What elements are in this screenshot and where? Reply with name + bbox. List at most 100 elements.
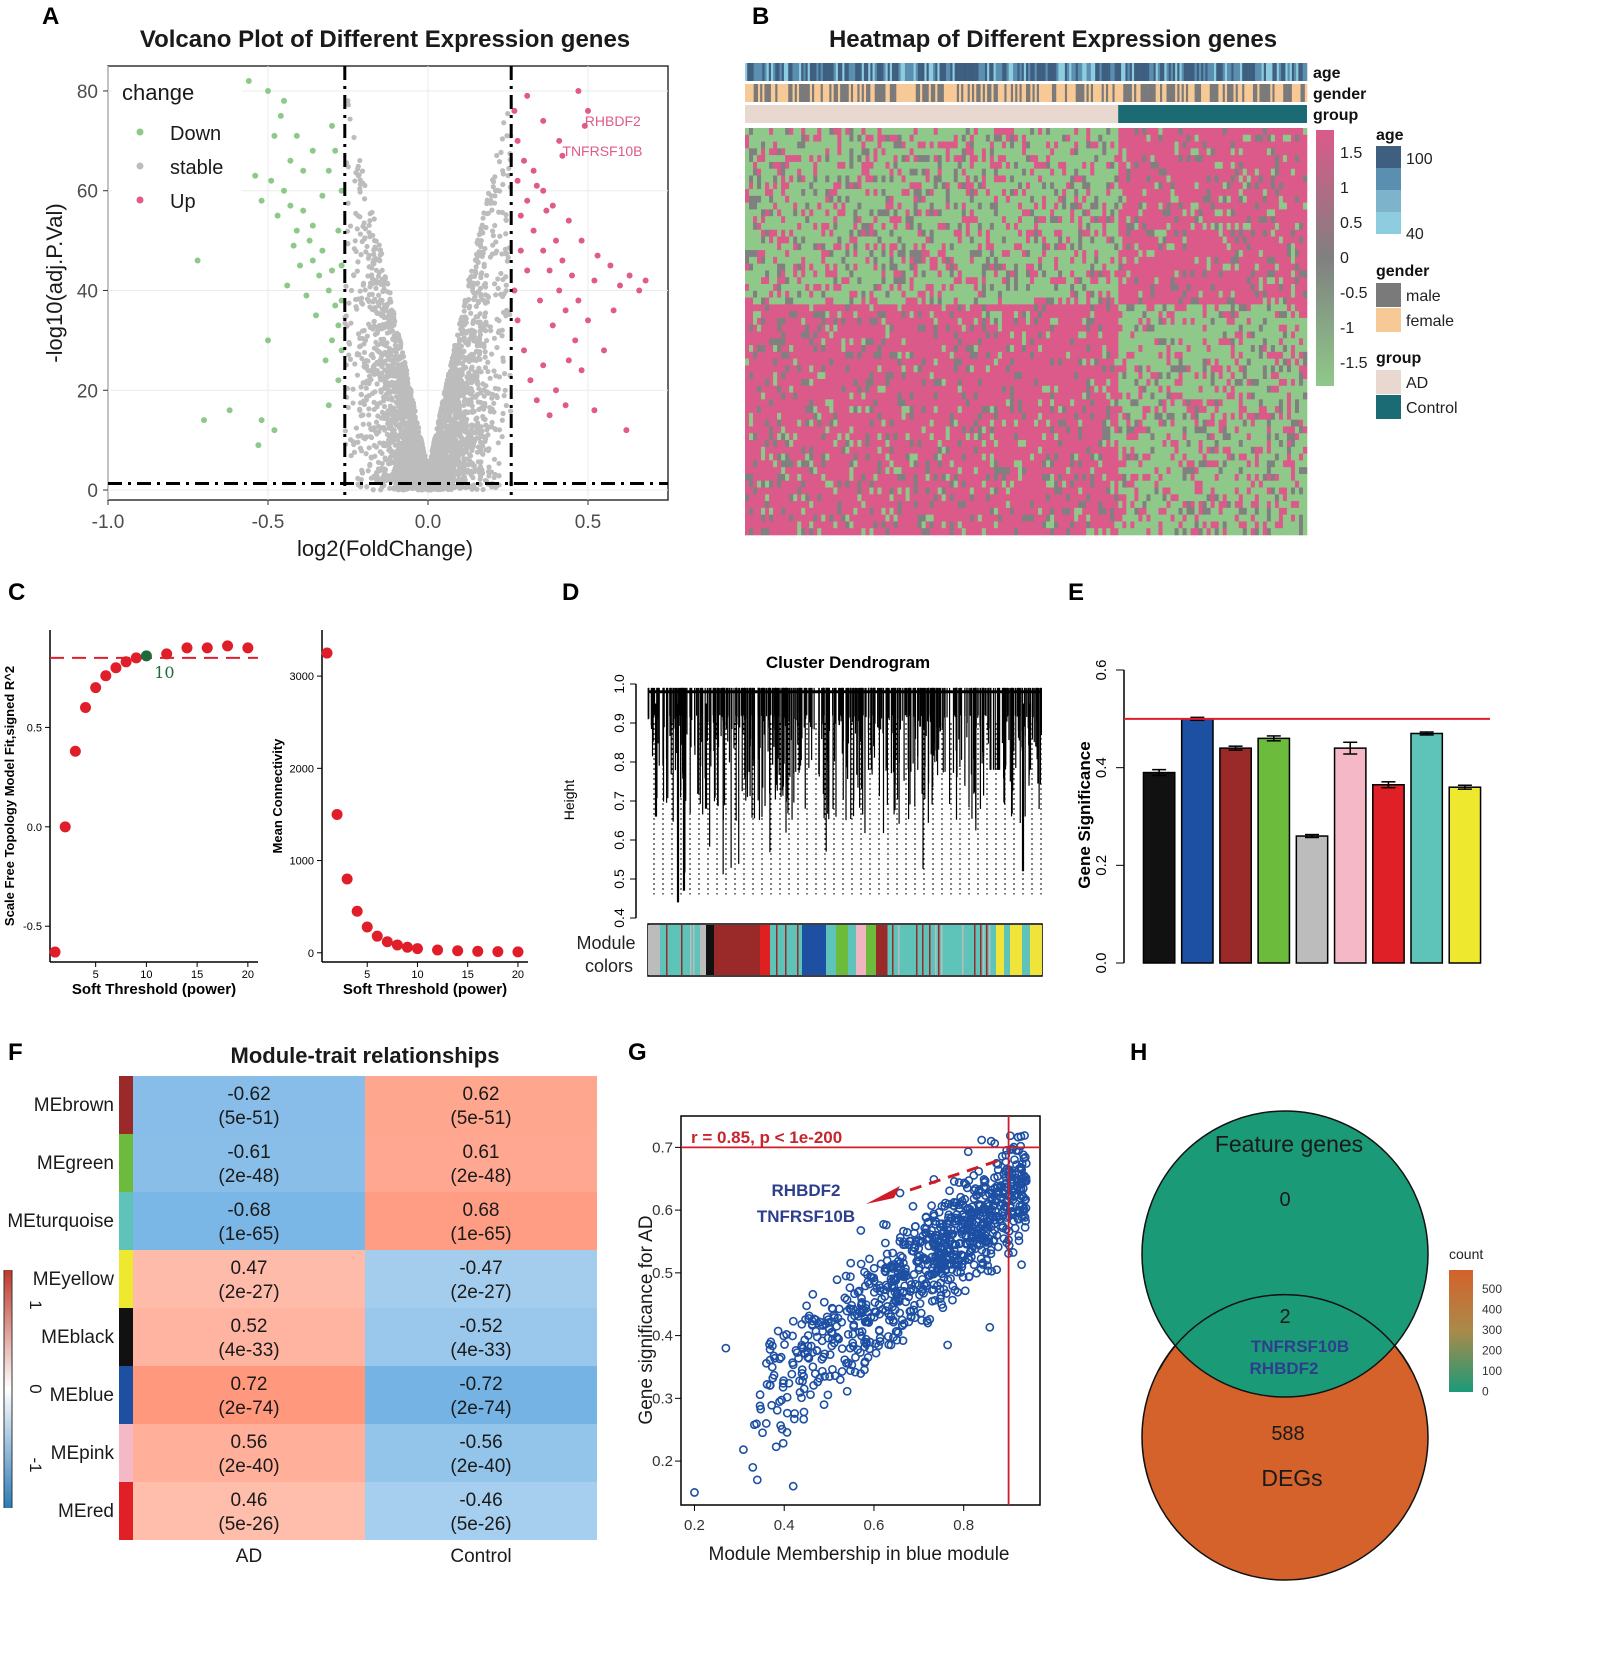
heatmap-cell	[1234, 148, 1240, 156]
heatmap-cell	[941, 148, 947, 156]
heatmap-cell	[1122, 155, 1127, 163]
heatmap-cell	[1186, 161, 1191, 169]
heatmap-cell	[1250, 175, 1256, 183]
heatmap-cell	[981, 161, 987, 169]
heatmap-cell	[837, 155, 842, 163]
age-cell	[904, 63, 908, 81]
point-stable	[412, 435, 418, 441]
gender-cell	[773, 84, 776, 102]
heatmap-cell	[1026, 155, 1031, 163]
gender-cell	[1038, 84, 1042, 102]
heatmap-cell	[1042, 161, 1047, 169]
gender-cell	[1008, 84, 1012, 102]
heatmap-cell	[873, 168, 878, 176]
gender-cell	[827, 84, 830, 102]
point-stable	[479, 270, 485, 276]
age-cell	[762, 63, 765, 81]
heatmap-cell	[817, 161, 822, 169]
point-stable	[388, 439, 395, 445]
heatmap-cell	[1001, 141, 1007, 149]
heatmap-cell	[1054, 182, 1059, 190]
heatmap-cell	[885, 134, 890, 142]
point-stable	[487, 375, 493, 381]
point-stable	[358, 477, 364, 483]
heatmap-cell	[1042, 182, 1047, 190]
heatmap-cell	[1262, 168, 1268, 176]
point-stable	[402, 445, 408, 452]
point-stable	[489, 351, 495, 357]
heatmap-cell	[1250, 161, 1256, 169]
heatmap-cell	[1190, 128, 1195, 136]
point-stable	[496, 318, 502, 324]
heatmap-cell	[1278, 155, 1284, 163]
point-stable	[366, 406, 372, 412]
gender-cell	[1283, 84, 1286, 102]
heatmap-cell	[881, 182, 886, 190]
heatmap-cell	[1190, 155, 1195, 163]
heatmap-cell	[1210, 155, 1215, 163]
gender-cell	[1013, 84, 1016, 102]
heatmap-cell	[1070, 134, 1075, 142]
point-stable	[475, 314, 481, 320]
gender-cell	[818, 84, 821, 102]
point-stable	[485, 368, 491, 375]
heatmap-cell	[1038, 175, 1043, 183]
point-down	[274, 212, 281, 219]
gender-cell	[1166, 84, 1169, 102]
point-stable	[409, 404, 415, 410]
point-up	[549, 322, 556, 329]
point-stable	[480, 416, 487, 422]
point-stable	[391, 311, 397, 317]
point-stable	[375, 459, 382, 465]
point-stable	[399, 477, 405, 483]
point-stable	[495, 440, 501, 446]
point-stable	[478, 424, 484, 430]
point-stable	[438, 469, 444, 475]
heatmap-cell	[1030, 168, 1035, 176]
heatmap-cell	[873, 175, 878, 183]
heatmap-cell	[841, 182, 846, 190]
heatmap-cell	[1034, 168, 1039, 176]
heatmap-cell	[1017, 141, 1023, 149]
heatmap-cell	[853, 141, 858, 149]
heatmap-cell	[869, 141, 874, 149]
point-stable	[348, 287, 355, 294]
heatmap-cell	[765, 128, 770, 136]
gender-cell	[775, 84, 778, 102]
heatmap-cell	[745, 182, 750, 190]
heatmap-cell	[1130, 148, 1135, 156]
gender-cell	[812, 84, 815, 102]
heatmap-cell	[821, 168, 826, 176]
age-cell	[930, 63, 934, 81]
heatmap-cell	[1226, 168, 1232, 176]
heatmap-cell	[1142, 168, 1147, 176]
heatmap-cell	[841, 161, 846, 169]
point-stable	[381, 403, 388, 410]
gender-cell	[1023, 84, 1027, 102]
age-cell	[939, 63, 942, 81]
heatmap-cell	[1210, 175, 1215, 183]
heatmap-cell	[1062, 134, 1067, 142]
gender-cell	[788, 84, 791, 102]
point-stable	[420, 460, 426, 466]
heatmap-cell	[901, 168, 906, 176]
point-stable	[421, 453, 427, 460]
heatmap-cell	[993, 168, 999, 176]
heatmap-cell	[1290, 161, 1296, 169]
heatmap-cell	[1242, 175, 1248, 183]
point-stable	[445, 448, 451, 454]
point-stable	[354, 306, 360, 312]
heatmap-cell	[949, 155, 955, 163]
point-stable	[371, 237, 378, 244]
point-down	[255, 442, 262, 449]
point-down	[329, 337, 335, 344]
point-up	[559, 257, 566, 264]
age-cell	[1030, 63, 1033, 81]
heatmap-cell	[765, 175, 770, 183]
point-stable	[474, 239, 480, 246]
point-stable	[463, 298, 469, 305]
heatmap-cell	[1066, 175, 1071, 183]
heatmap-cell	[797, 182, 802, 190]
heatmap-cell	[873, 155, 878, 163]
age-cell	[978, 63, 981, 81]
